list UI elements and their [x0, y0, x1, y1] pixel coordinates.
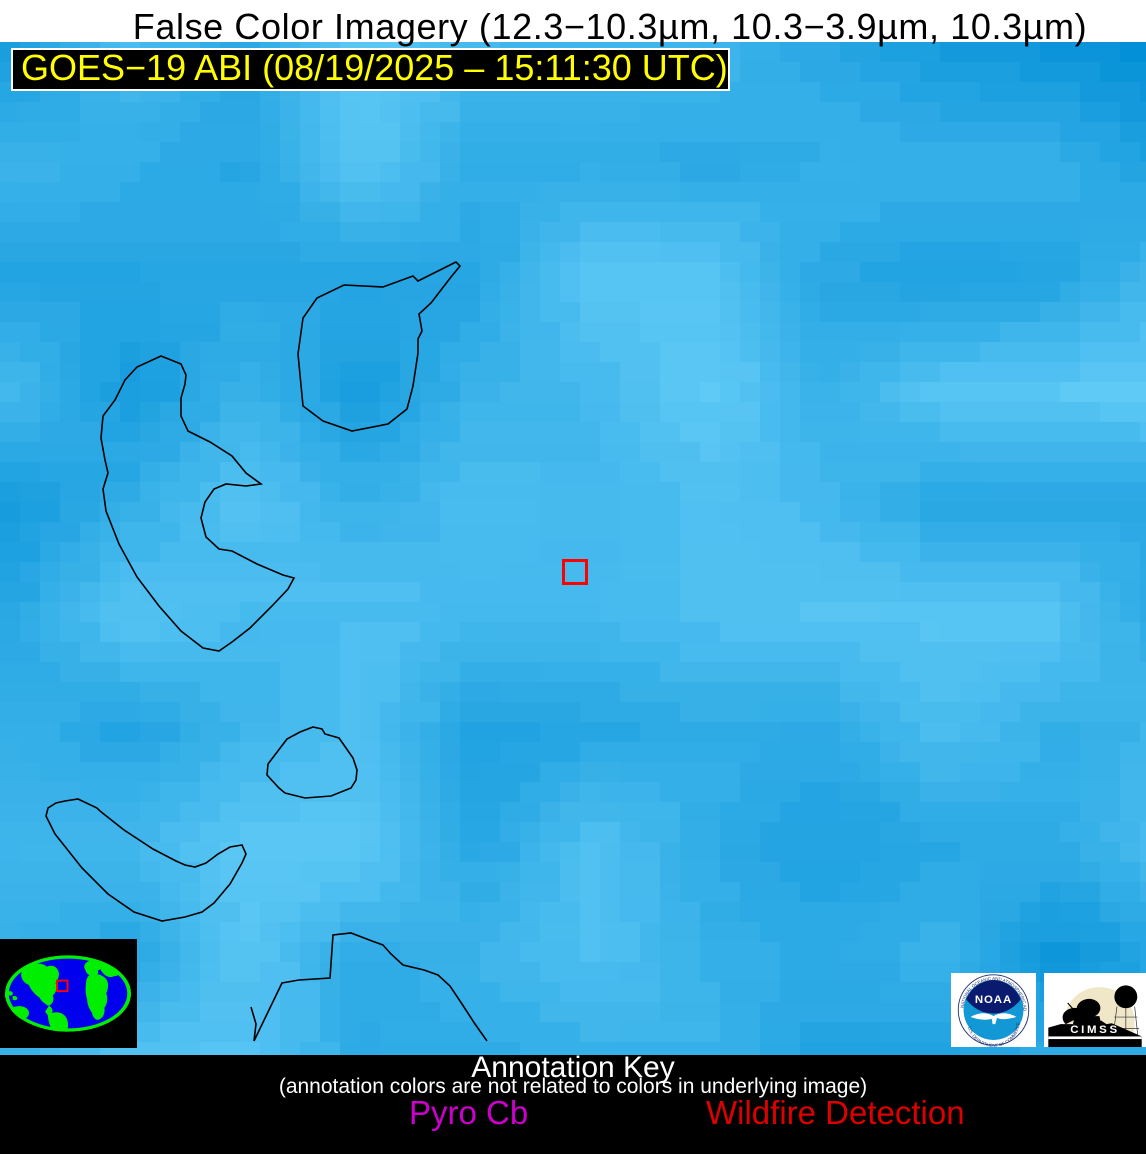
- svg-text:CIMSS: CIMSS: [1070, 1024, 1119, 1036]
- svg-text:NOAA: NOAA: [975, 994, 1012, 1006]
